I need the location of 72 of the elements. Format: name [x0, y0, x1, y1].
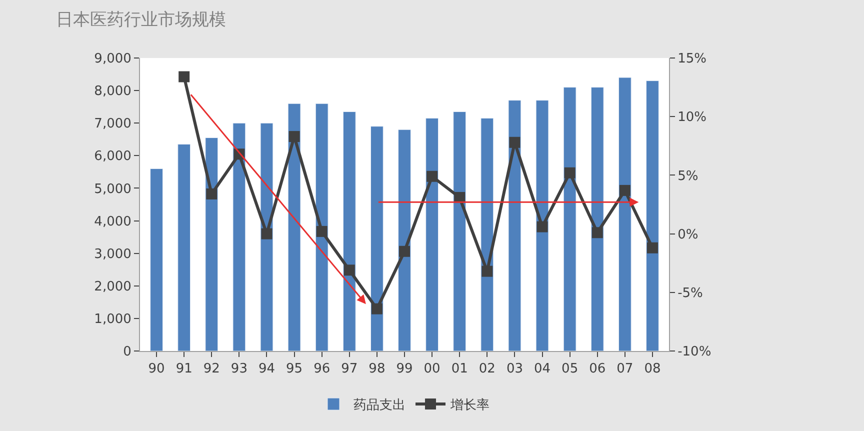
x-tick-label: 90: [148, 362, 165, 377]
bar: [508, 100, 522, 351]
x-tick-label: 93: [230, 362, 248, 377]
point: [646, 242, 658, 254]
x-tick-label: 00: [424, 362, 440, 377]
y-tick-label: 0: [123, 344, 132, 360]
y-tick-label: 3,000: [94, 246, 132, 262]
y-tick-label: 8,000: [94, 84, 132, 100]
x-tick-label: 96: [314, 362, 330, 377]
bar: [232, 122, 246, 351]
point: [399, 246, 410, 257]
x-tick-label: 97: [341, 362, 358, 377]
bar: [563, 87, 576, 351]
point: [509, 136, 520, 148]
point: [178, 71, 190, 82]
x-tick-label: 94: [258, 362, 276, 377]
x-tick-label: 08: [644, 362, 661, 377]
bar: [288, 103, 301, 351]
legend-label: 增长率: [450, 397, 490, 414]
legend-label: 药品支出: [354, 398, 406, 414]
y2-tick-label: 15%: [678, 52, 707, 67]
bar: [536, 100, 549, 351]
x-tick-label: 01: [451, 362, 468, 377]
y-tick-label: 5,000: [94, 182, 132, 197]
point: [316, 226, 328, 237]
x-tick-label: 06: [589, 362, 606, 377]
bar: [370, 126, 384, 351]
bar: [398, 129, 411, 351]
point: [371, 303, 382, 314]
point: [592, 227, 603, 238]
bar: [646, 80, 659, 351]
point: [564, 167, 576, 178]
y-tick-label: 6,000: [94, 149, 132, 164]
bar: [178, 144, 191, 351]
y2-tick-label: -5%: [678, 286, 703, 301]
x-tick-label: 07: [616, 362, 634, 377]
y2-tick-label: 5%: [678, 168, 698, 184]
bar: [342, 111, 356, 351]
bar: [150, 168, 163, 351]
bar: [426, 118, 438, 351]
point: [206, 188, 218, 200]
x-tick-label: 02: [478, 362, 496, 377]
bar: [453, 111, 466, 351]
y-tick-label: 9,000: [94, 52, 132, 67]
x-tick-label: 03: [506, 362, 523, 377]
x-tick-label: 92: [203, 362, 220, 377]
point: [619, 184, 630, 196]
y2-tick-label: -10%: [678, 344, 712, 360]
x-tick-label: 05: [562, 362, 578, 377]
bar: [315, 103, 328, 351]
y-tick-label: 1,000: [94, 312, 132, 327]
y2-tick-label: 10%: [678, 110, 707, 126]
point: [288, 131, 300, 142]
bar: [205, 138, 218, 351]
bar: [618, 77, 632, 351]
x-tick-label: 91: [176, 362, 192, 377]
x-tick-label: 98: [368, 362, 386, 377]
y-tick-label: 7,000: [94, 116, 132, 132]
point: [261, 228, 272, 240]
bar: [590, 87, 604, 351]
point: [482, 266, 493, 277]
point: [344, 264, 355, 276]
y-tick-label: 4,000: [94, 214, 132, 230]
y-tick-label: 2,000: [94, 279, 132, 294]
y2-tick-label: 0%: [678, 227, 698, 242]
point: [536, 221, 548, 232]
bar: [260, 122, 274, 351]
chart-title: 日本医药行业市场规模: [56, 10, 226, 30]
x-tick-label: 95: [286, 362, 303, 377]
x-tick-label: 99: [396, 362, 413, 377]
point: [426, 170, 438, 182]
x-tick-label: 04: [534, 362, 551, 377]
